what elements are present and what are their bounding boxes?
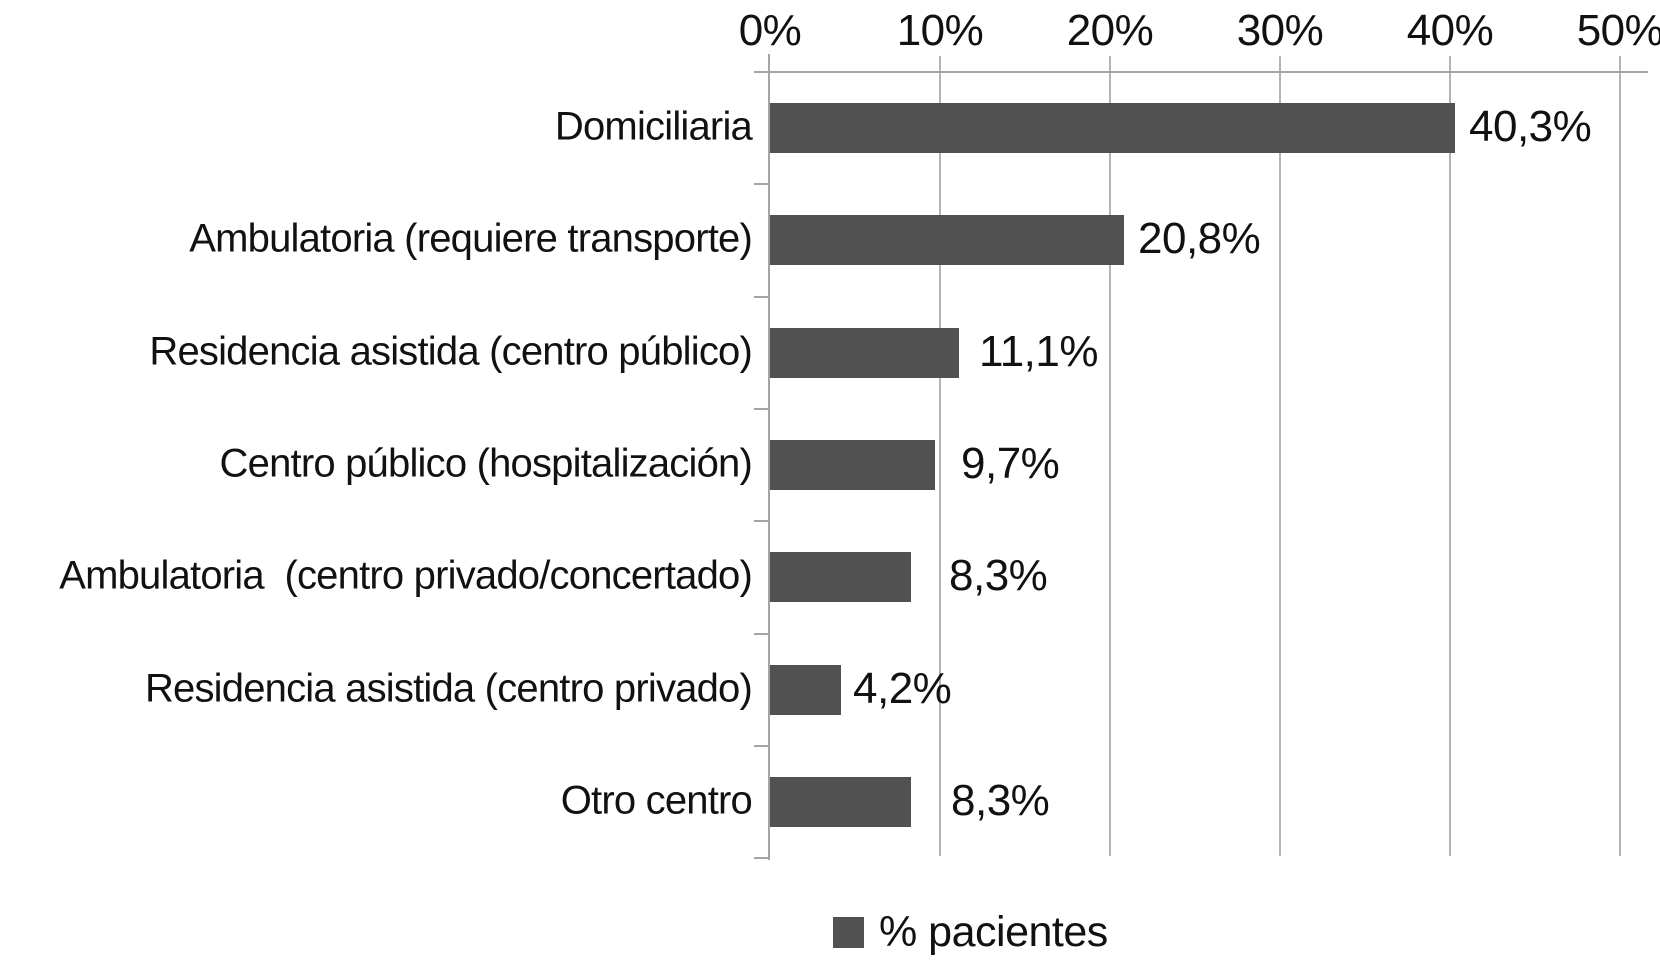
- bar: [770, 665, 841, 715]
- category-label: Ambulatoria (requiere transporte): [189, 216, 753, 261]
- value-axis-line: [768, 54, 770, 860]
- value-label: 9,7%: [961, 439, 1060, 488]
- category-tick: [754, 408, 770, 410]
- category-tick: [754, 296, 770, 298]
- bar: [770, 777, 911, 827]
- bar: [770, 103, 1455, 153]
- category-label: Ambulatoria (centro privado/concertado): [59, 553, 753, 598]
- category-tick: [754, 745, 770, 747]
- category-tick: [754, 520, 770, 522]
- legend-label: % pacientes: [879, 908, 1108, 956]
- value-label: 11,1%: [979, 327, 1099, 376]
- category-label: Centro público (hospitalización): [219, 441, 753, 486]
- category-label: Domiciliaria: [554, 104, 753, 149]
- value-label: 4,2%: [853, 664, 952, 713]
- axis-tick-label: 30%: [1236, 6, 1324, 55]
- category-label: Residencia asistida (centro público): [149, 329, 752, 374]
- gridline: [1279, 56, 1281, 856]
- category-tick: [754, 183, 770, 185]
- axis-tick-label: 0%: [738, 6, 802, 55]
- axis-tick-label: 40%: [1406, 6, 1494, 55]
- gridline: [1619, 56, 1621, 856]
- axis-tick-label: 20%: [1066, 6, 1154, 55]
- top-axis-line: [754, 71, 1648, 73]
- axis-tick-label: 10%: [896, 6, 984, 55]
- value-label: 20,8%: [1138, 214, 1261, 263]
- value-label: 8,3%: [949, 551, 1048, 600]
- category-label: Otro centro: [560, 778, 753, 823]
- category-label: Residencia asistida (centro privado): [144, 666, 753, 711]
- value-label: 40,3%: [1469, 102, 1592, 151]
- bar: [770, 552, 911, 602]
- axis-tick-label: 50%: [1576, 6, 1660, 55]
- bar: [770, 215, 1124, 265]
- category-tick: [754, 633, 770, 635]
- legend: % pacientes: [833, 908, 1108, 957]
- legend-swatch-icon: [833, 917, 864, 948]
- category-tick: [754, 857, 770, 859]
- value-label: 8,3%: [951, 776, 1050, 825]
- bar: [770, 328, 959, 378]
- bar: [770, 440, 935, 490]
- gridline: [1109, 56, 1111, 856]
- gridline: [1449, 56, 1451, 856]
- gridline: [939, 56, 941, 856]
